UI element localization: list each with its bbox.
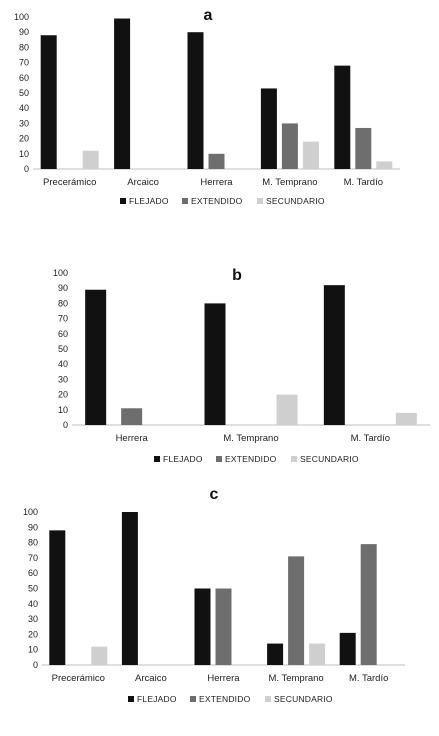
- y-tick-label: 90: [28, 522, 38, 532]
- bar-extendido: [355, 127, 372, 169]
- bar-extendido: [281, 123, 298, 169]
- y-tick-label: 10: [28, 645, 38, 655]
- bar-flejado: [114, 18, 131, 169]
- bar-extendido: [121, 408, 143, 425]
- y-tick-label: 10: [58, 405, 68, 415]
- y-tick-label: 50: [58, 344, 68, 354]
- category-label: Arcaico: [127, 177, 159, 188]
- y-tick-label: 0: [63, 420, 68, 430]
- legend-swatch: [216, 456, 222, 462]
- legend-label: SECUNDARIO: [266, 196, 325, 206]
- y-tick-label: 30: [28, 614, 38, 624]
- bar-flejado: [339, 632, 356, 665]
- y-tick-label: 100: [23, 507, 38, 517]
- y-tick-label: 90: [58, 283, 68, 293]
- y-tick-label: 10: [19, 149, 29, 159]
- bar-secundario: [276, 394, 298, 425]
- legend-swatch: [265, 696, 271, 702]
- chart-title: a: [204, 7, 213, 24]
- legend-swatch: [154, 456, 160, 462]
- bar-secundario: [395, 412, 417, 425]
- y-tick-label: 40: [28, 599, 38, 609]
- legend-label: EXTENDIDO: [225, 454, 277, 464]
- y-tick-label: 100: [14, 12, 29, 22]
- chart-0: a 0 10 20 30 40 50 60 70 80 90 100 Precerámico Arcaic…: [14, 7, 400, 206]
- y-tick-label: 80: [19, 42, 29, 52]
- chart-1: b 0 10 20 30 40 50 60 70 80 90 100 Herrera M. Tempran…: [53, 267, 430, 464]
- category-label: M. Tardío: [351, 433, 390, 444]
- bar-flejado: [204, 303, 226, 425]
- category-label: Herrera: [207, 673, 240, 684]
- y-tick-label: 70: [58, 314, 68, 324]
- bar-secundario: [91, 646, 108, 665]
- legend-swatch: [257, 198, 263, 204]
- bar-flejado: [323, 285, 345, 425]
- y-tick-label: 80: [28, 538, 38, 548]
- bar-flejado: [334, 65, 351, 169]
- y-tick-label: 40: [19, 103, 29, 113]
- legend-label: FLEJADO: [163, 454, 203, 464]
- legend-swatch: [182, 198, 188, 204]
- chart-title: b: [232, 267, 242, 284]
- y-tick-label: 20: [58, 390, 68, 400]
- y-tick-label: 30: [19, 118, 29, 128]
- legend-label: FLEJADO: [129, 196, 169, 206]
- bar-secundario: [302, 141, 319, 169]
- y-tick-label: 70: [19, 58, 29, 68]
- bar-flejado: [194, 588, 211, 665]
- category-label: Herrera: [116, 433, 149, 444]
- bar-flejado: [49, 530, 66, 665]
- bar-extendido: [208, 153, 225, 169]
- category-label: Herrera: [200, 177, 233, 188]
- y-tick-label: 40: [58, 359, 68, 369]
- legend-swatch: [190, 696, 196, 702]
- bar-secundario: [82, 150, 99, 169]
- y-tick-label: 80: [58, 298, 68, 308]
- y-tick-label: 70: [28, 553, 38, 563]
- chart-2: c 0 10 20 30 40 50 60 70 80 90 100 Precerámico Arcaic…: [23, 486, 405, 704]
- bar-flejado: [40, 35, 57, 169]
- category-label: M. Tardío: [349, 673, 388, 684]
- y-tick-label: 20: [28, 629, 38, 639]
- category-label: Precerámico: [43, 177, 96, 188]
- y-tick-label: 50: [19, 88, 29, 98]
- bar-secundario: [376, 161, 393, 169]
- legend-label: EXTENDIDO: [191, 196, 243, 206]
- y-tick-label: 60: [19, 73, 29, 83]
- bar-flejado: [260, 88, 277, 169]
- legend-label: FLEJADO: [137, 694, 177, 704]
- legend-swatch: [120, 198, 126, 204]
- y-tick-label: 100: [53, 268, 68, 278]
- bar-flejado: [267, 643, 284, 665]
- category-label: Precerámico: [52, 673, 105, 684]
- category-label: M. Tardío: [344, 177, 383, 188]
- chart-title: c: [210, 486, 219, 503]
- bar-extendido: [288, 556, 305, 665]
- legend-swatch: [128, 696, 134, 702]
- bar-secundario: [309, 643, 326, 665]
- y-tick-label: 0: [24, 164, 29, 174]
- bar-flejado: [121, 512, 138, 665]
- legend-label: SECUNDARIO: [300, 454, 359, 464]
- y-tick-label: 90: [19, 27, 29, 37]
- category-label: M. Temprano: [268, 673, 323, 684]
- category-label: Arcaico: [135, 673, 167, 684]
- category-label: M. Temprano: [262, 177, 317, 188]
- category-label: M. Temprano: [223, 433, 278, 444]
- bar-flejado: [85, 289, 107, 425]
- y-tick-label: 60: [58, 329, 68, 339]
- y-tick-label: 60: [28, 568, 38, 578]
- bar-extendido: [360, 544, 377, 665]
- legend-swatch: [291, 456, 297, 462]
- bar-flejado: [187, 32, 204, 170]
- y-tick-label: 20: [19, 134, 29, 144]
- y-tick-label: 0: [33, 660, 38, 670]
- y-tick-label: 50: [28, 584, 38, 594]
- legend-label: EXTENDIDO: [199, 694, 251, 704]
- legend-label: SECUNDARIO: [274, 694, 333, 704]
- y-tick-label: 30: [58, 374, 68, 384]
- bar-extendido: [215, 588, 232, 665]
